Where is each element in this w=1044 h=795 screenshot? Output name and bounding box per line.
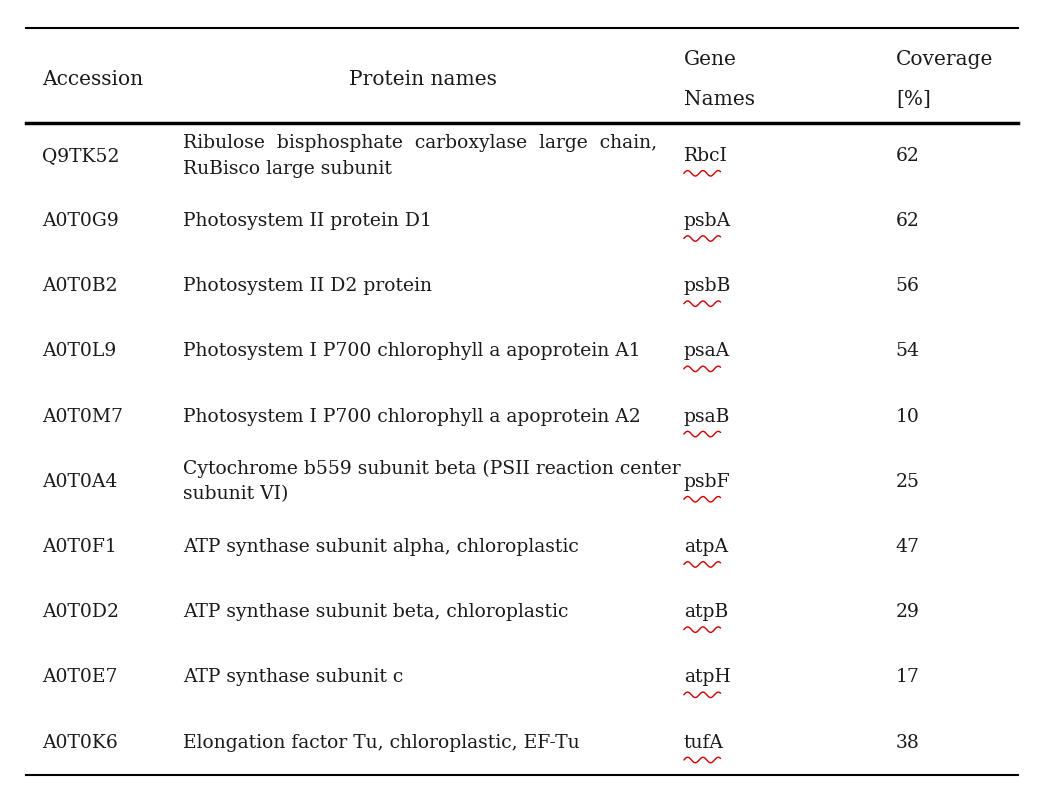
- Text: A0T0A4: A0T0A4: [42, 473, 117, 491]
- Text: psaA: psaA: [684, 343, 730, 360]
- Text: A0T0G9: A0T0G9: [42, 212, 119, 230]
- Text: Gene: Gene: [684, 50, 737, 69]
- Text: psbF: psbF: [684, 473, 731, 491]
- Text: atpB: atpB: [684, 603, 728, 621]
- Text: ATP synthase subunit beta, chloroplastic: ATP synthase subunit beta, chloroplastic: [183, 603, 568, 621]
- Text: Photosystem II D2 protein: Photosystem II D2 protein: [183, 277, 432, 295]
- Text: 56: 56: [896, 277, 920, 295]
- Text: atpA: atpA: [684, 538, 728, 556]
- Text: Photosystem II protein D1: Photosystem II protein D1: [183, 212, 431, 230]
- Text: 25: 25: [896, 473, 920, 491]
- Text: 62: 62: [896, 147, 920, 165]
- Text: A0T0L9: A0T0L9: [42, 343, 116, 360]
- Text: 62: 62: [896, 212, 920, 230]
- Text: 38: 38: [896, 734, 920, 751]
- Text: Protein names: Protein names: [349, 70, 497, 89]
- Text: psaB: psaB: [684, 408, 730, 425]
- Text: atpH: atpH: [684, 669, 731, 686]
- Text: 54: 54: [896, 343, 920, 360]
- Text: Q9TK52: Q9TK52: [42, 147, 119, 165]
- Text: Photosystem I P700 chlorophyll a apoprotein A2: Photosystem I P700 chlorophyll a apoprot…: [183, 408, 640, 425]
- Text: Coverage: Coverage: [896, 50, 993, 69]
- Text: ATP synthase subunit alpha, chloroplastic: ATP synthase subunit alpha, chloroplasti…: [183, 538, 578, 556]
- Text: psbA: psbA: [684, 212, 731, 230]
- Text: ATP synthase subunit c: ATP synthase subunit c: [183, 669, 403, 686]
- Text: A0T0B2: A0T0B2: [42, 277, 117, 295]
- Text: A0T0D2: A0T0D2: [42, 603, 119, 621]
- Text: 17: 17: [896, 669, 920, 686]
- Text: A0T0K6: A0T0K6: [42, 734, 118, 751]
- Text: Cytochrome b559 subunit beta (PSII reaction center: Cytochrome b559 subunit beta (PSII react…: [183, 460, 681, 478]
- Text: A0T0E7: A0T0E7: [42, 669, 117, 686]
- Text: 47: 47: [896, 538, 920, 556]
- Text: Elongation factor Tu, chloroplastic, EF-Tu: Elongation factor Tu, chloroplastic, EF-…: [183, 734, 579, 751]
- Text: RbcI: RbcI: [684, 147, 728, 165]
- Text: 10: 10: [896, 408, 920, 425]
- Text: Names: Names: [684, 90, 755, 109]
- Text: RuBisco large subunit: RuBisco large subunit: [183, 160, 392, 177]
- Text: 29: 29: [896, 603, 920, 621]
- Text: A0T0M7: A0T0M7: [42, 408, 123, 425]
- Text: psbB: psbB: [684, 277, 731, 295]
- Text: subunit VI): subunit VI): [183, 486, 288, 503]
- Text: Photosystem I P700 chlorophyll a apoprotein A1: Photosystem I P700 chlorophyll a apoprot…: [183, 343, 640, 360]
- Text: [%]: [%]: [896, 90, 930, 109]
- Text: Ribulose  bisphosphate  carboxylase  large  chain,: Ribulose bisphosphate carboxylase large …: [183, 134, 657, 152]
- Text: tufA: tufA: [684, 734, 723, 751]
- Text: A0T0F1: A0T0F1: [42, 538, 117, 556]
- Text: Accession: Accession: [42, 70, 143, 89]
